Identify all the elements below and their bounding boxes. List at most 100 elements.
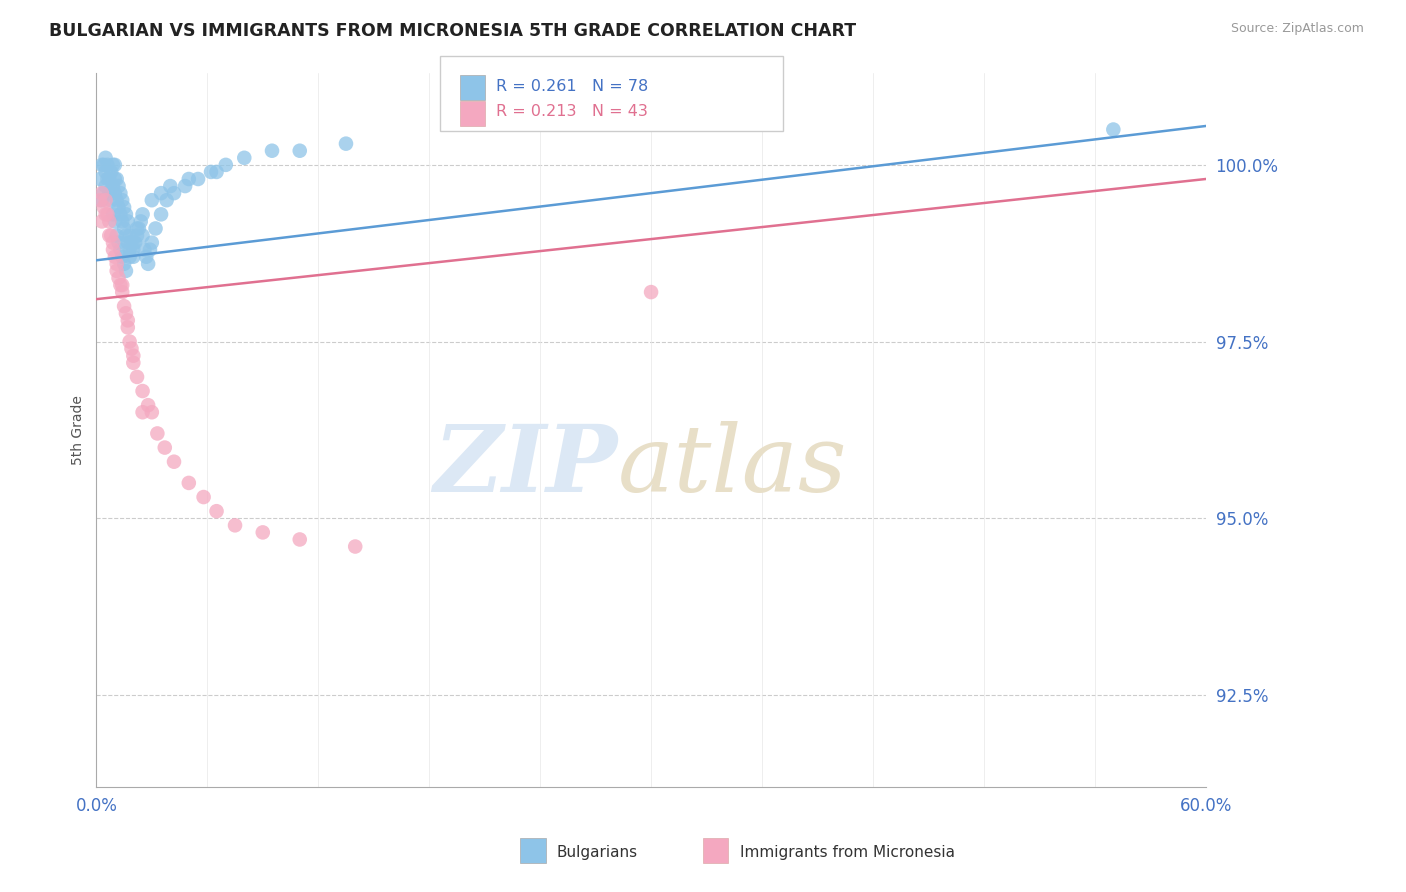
Text: R = 0.213   N = 43: R = 0.213 N = 43 (496, 104, 648, 120)
Y-axis label: 5th Grade: 5th Grade (72, 395, 86, 465)
Point (104, 158, 127, 172)
Point (94, 193, 117, 207)
Point (150, 207, 173, 221)
Point (90, 186, 112, 201)
Point (104, 186, 127, 201)
Point (105, 228, 128, 243)
Point (117, 313, 139, 327)
Point (118, 228, 141, 243)
Point (156, 193, 179, 207)
Point (288, 533, 311, 547)
Point (112, 200, 135, 214)
Point (112, 299, 135, 313)
Point (89, 193, 111, 207)
Point (129, 214, 152, 228)
Point (131, 207, 153, 221)
Point (100, 193, 122, 207)
Point (131, 228, 153, 243)
Point (115, 228, 138, 243)
Point (111, 278, 134, 293)
Point (101, 207, 124, 221)
Point (118, 243, 141, 257)
Point (94, 179, 117, 194)
Point (136, 398, 159, 412)
Point (128, 221, 150, 235)
Point (252, 525, 274, 540)
Point (111, 250, 134, 264)
Text: Bulgarians: Bulgarians (557, 846, 638, 860)
Point (98, 214, 121, 228)
Point (233, 151, 256, 165)
Point (101, 158, 124, 172)
Point (640, 285, 662, 299)
Point (131, 384, 153, 398)
Point (150, 186, 173, 201)
Point (124, 235, 146, 250)
Point (141, 235, 163, 250)
Point (153, 441, 176, 455)
Point (177, 172, 200, 186)
Point (122, 349, 145, 363)
Point (105, 264, 128, 278)
Point (94, 165, 117, 179)
Point (205, 165, 228, 179)
Point (101, 179, 124, 194)
Point (111, 285, 134, 299)
Point (146, 426, 169, 441)
Point (193, 490, 215, 504)
Point (104, 172, 127, 186)
Text: ZIP: ZIP (433, 421, 617, 510)
Point (122, 356, 145, 370)
Point (115, 264, 138, 278)
Point (122, 235, 145, 250)
Point (215, 158, 238, 172)
Point (98, 172, 121, 186)
Point (141, 193, 163, 207)
Point (125, 228, 148, 243)
Point (118, 250, 141, 264)
Point (104, 214, 127, 228)
Point (134, 243, 156, 257)
Point (260, 144, 283, 158)
Text: BULGARIAN VS IMMIGRANTS FROM MICRONESIA 5TH GRADE CORRELATION CHART: BULGARIAN VS IMMIGRANTS FROM MICRONESIA … (49, 22, 856, 40)
Point (90, 214, 112, 228)
Text: Source: ZipAtlas.com: Source: ZipAtlas.com (1230, 22, 1364, 36)
Point (115, 207, 138, 221)
Point (105, 172, 128, 186)
Point (131, 405, 153, 419)
Point (1102, 122, 1125, 136)
Point (344, 540, 367, 554)
Point (200, 165, 222, 179)
Point (101, 235, 124, 250)
Point (187, 172, 209, 186)
Point (135, 250, 157, 264)
Point (122, 250, 145, 264)
Point (100, 165, 122, 179)
Point (136, 257, 159, 271)
Point (112, 257, 135, 271)
Point (105, 193, 128, 207)
Point (96, 207, 118, 221)
Point (93, 200, 115, 214)
Point (121, 235, 143, 250)
Point (104, 250, 127, 264)
Point (110, 186, 132, 201)
Point (117, 214, 139, 228)
Point (93, 158, 115, 172)
Point (110, 243, 132, 257)
Point (125, 221, 148, 235)
Point (96, 172, 118, 186)
Point (110, 207, 132, 221)
Point (115, 306, 138, 320)
Point (125, 370, 148, 384)
Point (107, 271, 129, 285)
Point (117, 235, 139, 250)
Point (105, 257, 128, 271)
Point (111, 193, 134, 207)
Point (90, 193, 112, 207)
Point (205, 504, 228, 518)
Point (93, 186, 115, 201)
Point (100, 228, 122, 243)
Point (101, 243, 124, 257)
Point (163, 455, 186, 469)
